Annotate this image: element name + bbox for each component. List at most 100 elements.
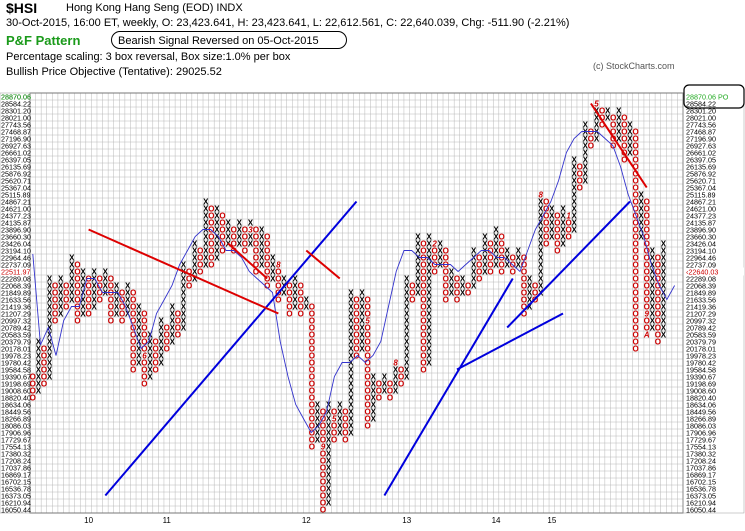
o-box-mark: O bbox=[74, 281, 80, 290]
o-box-mark: O bbox=[342, 435, 348, 444]
x-box-mark: X bbox=[638, 197, 644, 206]
x-box-mark: X bbox=[393, 372, 399, 381]
y-tick-label-right: 26661.02 bbox=[686, 148, 716, 157]
o-box-mark: O bbox=[398, 372, 404, 381]
o-box-mark: O bbox=[152, 337, 158, 346]
x-tick-label: 12 bbox=[302, 516, 311, 525]
y-tick-label-left: 25367.04 bbox=[1, 183, 31, 192]
x-box-mark: X bbox=[560, 232, 566, 241]
o-box-mark: O bbox=[465, 281, 471, 290]
y-tick-label-left: 18086.03 bbox=[1, 421, 31, 430]
x-box-mark: X bbox=[270, 260, 276, 269]
x-box-mark: X bbox=[36, 344, 42, 353]
o-box-mark: O bbox=[565, 232, 571, 241]
x-box-mark: X bbox=[661, 295, 667, 304]
x-box-mark: X bbox=[136, 330, 142, 339]
o-box-mark: O bbox=[253, 260, 259, 269]
x-box-mark: X bbox=[348, 302, 354, 311]
x-box-mark: X bbox=[214, 211, 220, 220]
y-tick-label-left: 25876.92 bbox=[1, 169, 31, 178]
x-tick-label: 14 bbox=[492, 516, 501, 525]
x-box-mark: X bbox=[47, 309, 53, 318]
o-box-mark: O bbox=[454, 295, 460, 304]
x-box-mark: X bbox=[69, 274, 75, 283]
x-box-mark: X bbox=[415, 267, 421, 276]
x-box-mark: X bbox=[270, 267, 276, 276]
y-tick-label-right: 23660.30 bbox=[686, 232, 716, 241]
o-box-mark: O bbox=[521, 302, 527, 311]
x-box-mark: X bbox=[259, 225, 265, 234]
y-tick-label-left: 19978.23 bbox=[1, 351, 31, 360]
o-box-mark: O bbox=[175, 309, 181, 318]
x-box-mark: X bbox=[638, 232, 644, 241]
o-box-mark: O bbox=[632, 337, 638, 346]
o-box-mark: O bbox=[644, 211, 650, 220]
x-box-mark: X bbox=[493, 232, 499, 241]
o-box-mark: O bbox=[286, 281, 292, 290]
y-tick-label-left: 23194.10 bbox=[1, 246, 31, 255]
x-box-mark: X bbox=[627, 127, 633, 136]
o-box-mark: O bbox=[342, 421, 348, 430]
y-tick-label-left: 18266.89 bbox=[1, 414, 31, 423]
x-box-mark: X bbox=[415, 232, 421, 241]
o-box-mark: O bbox=[186, 274, 192, 283]
y-tick-label-right: 18820.40 bbox=[686, 393, 716, 402]
x-box-mark: X bbox=[136, 337, 142, 346]
x-box-mark: X bbox=[348, 316, 354, 325]
x-box-mark: X bbox=[69, 253, 75, 262]
o-box-mark: O bbox=[342, 428, 348, 437]
x-box-mark: X bbox=[393, 386, 399, 395]
o-box-mark: O bbox=[420, 274, 426, 283]
o-box-mark: O bbox=[599, 120, 605, 129]
o-box-mark: O bbox=[521, 309, 527, 318]
o-box-mark: O bbox=[286, 295, 292, 304]
x-box-mark: X bbox=[516, 246, 522, 255]
o-box-mark: O bbox=[376, 393, 382, 402]
o-box-mark: O bbox=[655, 302, 661, 311]
o-box-mark: O bbox=[532, 281, 538, 290]
x-box-mark: X bbox=[583, 155, 589, 164]
x-box-mark: X bbox=[426, 323, 432, 332]
y-tick-label-left: 18820.40 bbox=[1, 393, 31, 402]
x-box-mark: X bbox=[147, 337, 153, 346]
o-box-mark: O bbox=[353, 330, 359, 339]
x-box-mark: X bbox=[650, 246, 656, 255]
x-box-mark: X bbox=[192, 253, 198, 262]
o-box-mark: O bbox=[487, 246, 493, 255]
o-box-mark: O bbox=[130, 288, 136, 297]
o-box-mark: O bbox=[208, 232, 214, 241]
x-box-mark: X bbox=[583, 134, 589, 143]
x-box-mark: X bbox=[549, 204, 555, 213]
o-box-mark: O bbox=[521, 281, 527, 290]
x-box-mark: X bbox=[460, 281, 466, 290]
x-box-mark: X bbox=[47, 344, 53, 353]
x-box-mark: X bbox=[527, 288, 533, 297]
x-box-mark: X bbox=[315, 428, 321, 437]
o-box-mark: O bbox=[309, 442, 315, 451]
o-box-mark: O bbox=[644, 295, 650, 304]
x-box-mark: X bbox=[47, 316, 53, 325]
x-box-mark: X bbox=[371, 414, 377, 423]
x-box-mark: X bbox=[170, 316, 176, 325]
o-box-mark: O bbox=[487, 267, 493, 276]
y-tick-label-left: 16210.94 bbox=[1, 498, 31, 507]
x-box-mark: X bbox=[594, 134, 600, 143]
o-box-mark: O bbox=[275, 281, 281, 290]
x-box-mark: X bbox=[583, 148, 589, 157]
o-box-mark: O bbox=[577, 169, 583, 178]
o-box-mark: O bbox=[655, 323, 661, 332]
o-box-mark: O bbox=[632, 253, 638, 262]
y-tick-label-right: 24867.21 bbox=[686, 197, 716, 206]
o-box-mark: O bbox=[119, 309, 125, 318]
o-box-mark: O bbox=[432, 253, 438, 262]
x-box-mark: X bbox=[516, 253, 522, 262]
x-box-mark: X bbox=[493, 239, 499, 248]
x-box-mark: X bbox=[147, 358, 153, 367]
y-tick-label-left: 18449.56 bbox=[1, 407, 31, 416]
o-box-mark: O bbox=[632, 211, 638, 220]
x-box-mark: X bbox=[125, 288, 131, 297]
x-box-mark: X bbox=[181, 274, 187, 283]
o-box-mark: O bbox=[353, 295, 359, 304]
x-box-mark: X bbox=[80, 281, 86, 290]
o-box-mark: O bbox=[655, 288, 661, 297]
